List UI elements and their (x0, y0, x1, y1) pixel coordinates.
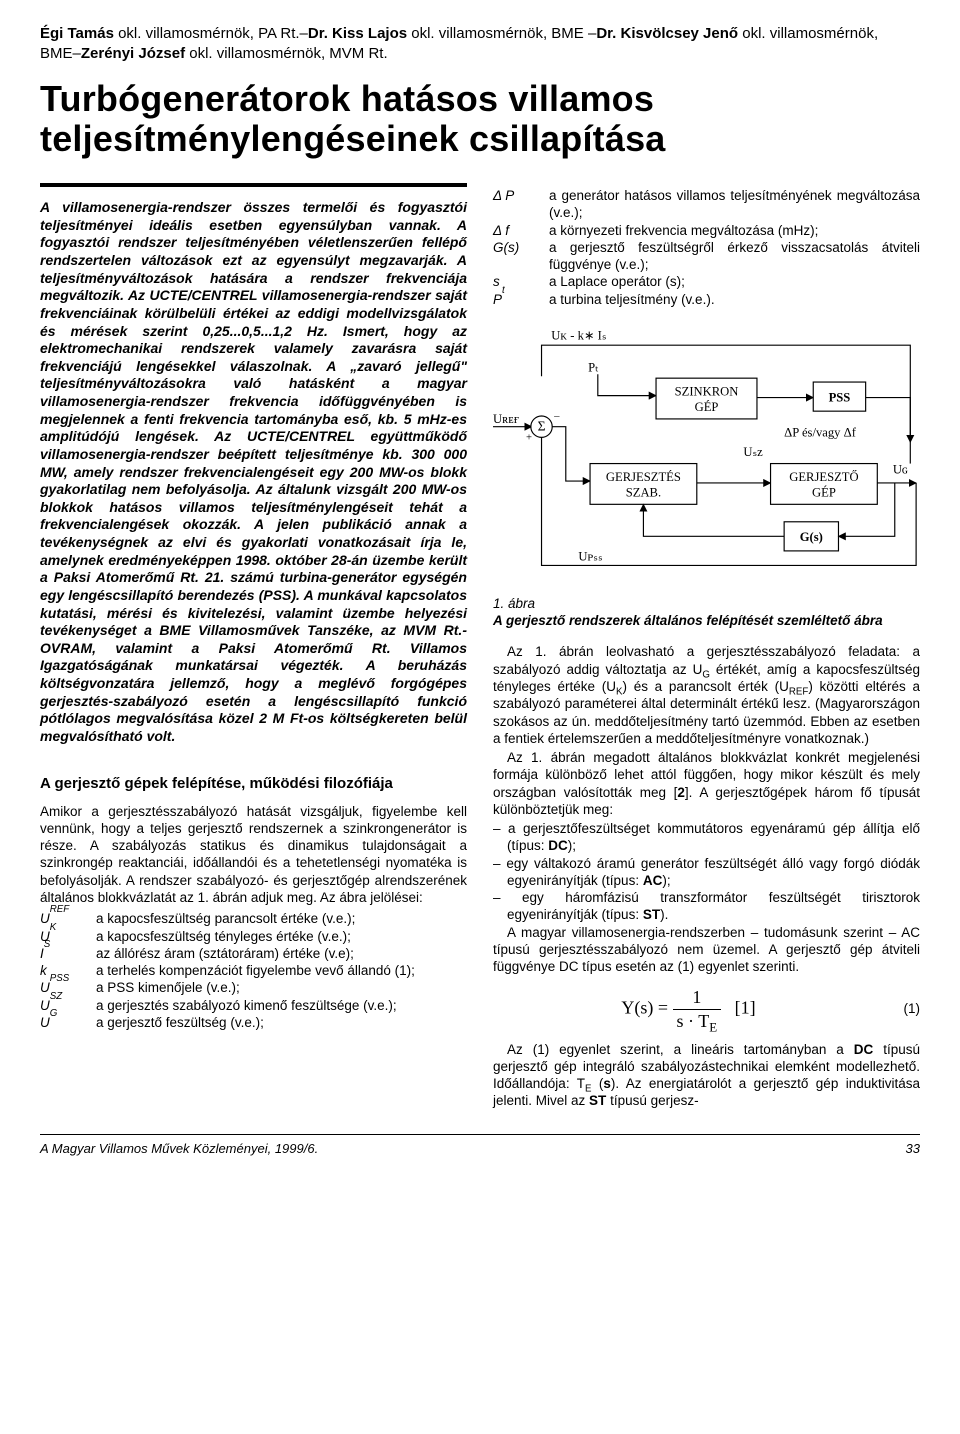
svg-text:G(s): G(s) (800, 530, 823, 544)
author-line: Égi Tamás okl. villamosmérnök, PA Rt.–Dr… (40, 24, 920, 65)
symbol-definition: G(s)a gerjesztő feszültségről érkező vis… (493, 239, 920, 274)
svg-text:Uʀᴇғ: Uʀᴇғ (493, 412, 519, 426)
svg-text:GERJESZTŐ: GERJESZTŐ (789, 470, 858, 484)
list-item: egy háromfázisú transzformátor feszültsé… (507, 889, 920, 924)
symbol-definition: Pta turbina teljesítmény (v.e.). (493, 291, 920, 308)
section-heading: A gerjesztő gépek felépítése, működési f… (40, 774, 467, 793)
symbol-definitions-right: Δ Pa generátor hatásos villamos teljesít… (493, 187, 920, 308)
symbol-definition: UKa kapocsfeszültség tényleges értéke (v… (40, 928, 467, 945)
svg-text:GERJESZTÉS: GERJESZTÉS (606, 470, 681, 484)
symbol-definition: ka terhelés kompenzációt figyelembe vevő… (40, 962, 467, 979)
figure-1-diagram: Uᴋ - k∗ Iₛ Pₜ Uʀᴇғ Σ + – (493, 318, 920, 590)
symbol-definition: UREFa kapocsfeszültség parancsolt értéke… (40, 910, 467, 927)
svg-text:GÉP: GÉP (812, 486, 836, 500)
footer-page-number: 33 (906, 1141, 920, 1158)
svg-text:Σ: Σ (538, 419, 546, 434)
exciter-type-list: a gerjesztőfeszültséget kommutátoros egy… (493, 820, 920, 924)
body-paragraph: Amikor a gerjesztésszabályozó hatását vi… (40, 803, 467, 907)
svg-text:–: – (553, 410, 560, 422)
svg-text:Uɢ: Uɢ (893, 462, 908, 476)
symbol-definition: sa Laplace operátor (s); (493, 273, 920, 290)
svg-text:PSS: PSS (829, 390, 851, 404)
svg-text:Uᴘₛₛ: Uᴘₛₛ (578, 550, 603, 564)
body-paragraph: A magyar villamosenergia-rendszerben – t… (493, 924, 920, 976)
svg-text:Uᴋ - k∗ Iₛ: Uᴋ - k∗ Iₛ (551, 328, 607, 342)
equation-1: Y(s) = 1 s · TE [1] (1) (493, 986, 920, 1033)
footer-journal: A Magyar Villamos Művek Közleményei, 199… (40, 1141, 318, 1158)
symbol-definition: USZa gerjesztés szabályozó kimenő feszül… (40, 997, 467, 1014)
symbol-definition: UGa gerjesztő feszültség (v.e.); (40, 1014, 467, 1031)
symbol-definition: Δ Pa generátor hatásos villamos teljesít… (493, 187, 920, 222)
body-paragraph: Az 1. ábrán megadott általános blokkvázl… (493, 749, 920, 818)
list-item: egy váltakozó áramú generátor feszültség… (507, 855, 920, 890)
svg-text:ΔP és/vagy Δf: ΔP és/vagy Δf (784, 425, 857, 439)
list-item: a gerjesztőfeszültséget kommutátoros egy… (507, 820, 920, 855)
symbol-definitions-left: UREFa kapocsfeszültség parancsolt értéke… (40, 910, 467, 1031)
figure-1-caption: 1. ábra A gerjesztő rendszerek általános… (493, 596, 920, 630)
svg-text:SZINKRON: SZINKRON (675, 385, 739, 399)
svg-text:GÉP: GÉP (695, 400, 719, 414)
svg-text:SZAB.: SZAB. (626, 486, 661, 500)
svg-text:+: + (526, 431, 532, 443)
abstract-text: A villamosenergia-rendszer összes termel… (40, 199, 467, 745)
symbol-definition: Δ fa környezeti frekvencia megváltozása … (493, 222, 920, 239)
body-paragraph: Az (1) egyenlet szerint, a lineáris tart… (493, 1041, 920, 1110)
svg-text:Pₜ: Pₜ (588, 360, 599, 374)
heavy-rule (40, 183, 467, 187)
symbol-definition: UPSSa PSS kimenőjele (v.e.); (40, 979, 467, 996)
symbol-definition: ISaz állórész áram (sztátoráram) értéke … (40, 945, 467, 962)
page-footer: A Magyar Villamos Művek Közleményei, 199… (40, 1134, 920, 1158)
body-paragraph: Az 1. ábrán leolvasható a gerjesztésszab… (493, 643, 920, 747)
svg-text:Uₛᴢ: Uₛᴢ (743, 445, 763, 459)
article-title: Turbógenerátorok hatásos villamos teljes… (40, 79, 920, 160)
